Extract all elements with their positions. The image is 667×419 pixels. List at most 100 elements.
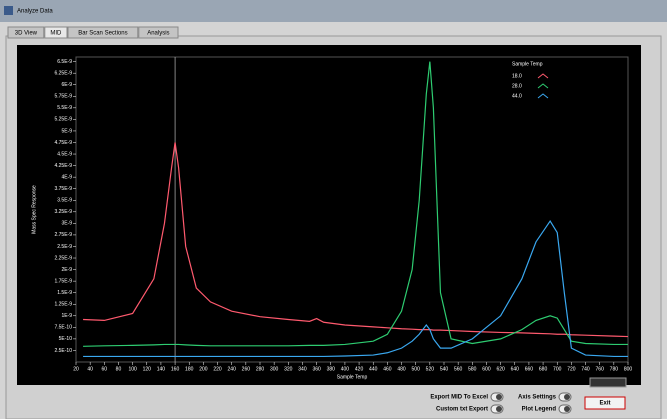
legend-title: Sample Temp (512, 61, 543, 67)
x-tick-label: 100 (128, 366, 137, 372)
tab-label[interactable]: MID (50, 31, 62, 37)
y-tick-label: 3.25E-9 (54, 209, 72, 215)
y-tick-label: 5.5E-9 (57, 105, 72, 111)
x-tick-label: 720 (567, 366, 576, 372)
y-tick-label: 2.75E-9 (54, 232, 72, 238)
x-axis-label: Sample Temp (337, 374, 368, 380)
x-tick-label: 300 (270, 366, 279, 372)
x-tick-label: 400 (341, 366, 350, 372)
window-title: Analyze Data (17, 9, 53, 15)
plot-area (75, 56, 629, 363)
x-tick-label: 660 (525, 366, 534, 372)
toggle-knob[interactable] (564, 394, 570, 400)
app-icon (4, 6, 13, 15)
y-tick-label: 1.5E-9 (57, 290, 72, 296)
x-tick-label: 180 (185, 366, 194, 372)
x-tick-label: 360 (312, 366, 321, 372)
x-tick-label: 380 (327, 366, 336, 372)
exit-button[interactable] (584, 396, 626, 410)
x-tick-label: 460 (383, 366, 392, 372)
x-tick-label: 160 (171, 366, 180, 372)
y-tick-label: 4E-9 (61, 174, 72, 180)
x-tick-label: 520 (426, 366, 435, 372)
y-tick-label: 6.25E-9 (54, 71, 72, 77)
y-tick-label: 6.5E-9 (57, 59, 72, 65)
legend-label: 18.0 (512, 73, 522, 79)
y-axis-label: Mass Spec Response (31, 185, 37, 234)
button-label[interactable]: Plot Legend (522, 407, 557, 413)
x-tick-label: 420 (355, 366, 364, 372)
x-tick-label: 480 (397, 366, 406, 372)
x-tick-label: 120 (143, 366, 152, 372)
x-tick-label: 240 (228, 366, 237, 372)
x-tick-label: 680 (539, 366, 548, 372)
tab[interactable] (138, 26, 179, 39)
button-label[interactable]: Custom txt Export (436, 407, 488, 413)
x-tick-label: 320 (284, 366, 293, 372)
legend-swatch (537, 73, 549, 79)
tab[interactable] (7, 26, 45, 39)
y-tick-label: 5E-9 (61, 128, 72, 134)
y-tick-label: 2E-9 (61, 267, 72, 273)
x-tick-label: 60 (102, 366, 108, 372)
y-tick-label: 3.75E-9 (54, 186, 72, 192)
x-tick-label: 80 (116, 366, 122, 372)
x-tick-label: 620 (496, 366, 505, 372)
y-tick-label: 4.25E-9 (54, 163, 72, 169)
graph-palette[interactable] (589, 377, 627, 388)
button-label[interactable]: Export MID To Excel (430, 395, 488, 401)
y-tick-label: 2.5E-9 (57, 244, 72, 250)
x-tick-label: 20 (73, 366, 79, 372)
legend-label: 28.0 (512, 83, 522, 89)
y-tick-label: 4.5E-9 (57, 151, 72, 157)
y-tick-label: 1.75E-9 (54, 278, 72, 284)
toggle-knob[interactable] (496, 394, 502, 400)
x-tick-label: 280 (256, 366, 265, 372)
legend-label: 44.0 (512, 93, 522, 99)
tab-label[interactable]: Analysis (147, 31, 169, 37)
toggle-knob[interactable] (564, 406, 570, 412)
y-tick-label: 2.25E-9 (54, 255, 72, 261)
series-line (83, 142, 629, 338)
y-tick-label: 5.75E-9 (54, 94, 72, 100)
legend-swatch (537, 93, 549, 99)
tab-label[interactable]: Bar Scan Sections (78, 31, 127, 37)
x-tick-label: 800 (624, 366, 633, 372)
y-tick-label: 3.5E-9 (57, 198, 72, 204)
legend-swatch (537, 83, 549, 89)
x-tick-label: 260 (242, 366, 251, 372)
exit-label[interactable]: Exit (599, 401, 610, 407)
x-tick-label: 700 (553, 366, 562, 372)
tab-label[interactable]: 3D View (15, 31, 38, 37)
x-tick-label: 740 (581, 366, 590, 372)
series-line (83, 219, 628, 358)
y-tick-label: 7.5E-10 (54, 325, 72, 331)
x-tick-label: 580 (468, 366, 477, 372)
x-tick-label: 440 (369, 366, 378, 372)
x-tick-label: 140 (157, 366, 166, 372)
y-tick-label: 1.25E-9 (54, 302, 72, 308)
x-tick-label: 40 (87, 366, 93, 372)
x-tick-label: 560 (454, 366, 463, 372)
y-tick-label: 6E-9 (61, 82, 72, 88)
x-tick-label: 640 (511, 366, 520, 372)
y-tick-label: 2.5E-10 (54, 348, 72, 354)
toggle-knob[interactable] (496, 406, 502, 412)
x-tick-label: 220 (213, 366, 222, 372)
tab[interactable] (67, 26, 139, 39)
x-tick-label: 340 (298, 366, 307, 372)
button-label[interactable]: Axis Settings (518, 395, 557, 401)
tab[interactable] (44, 26, 68, 39)
x-tick-label: 200 (199, 366, 208, 372)
x-tick-label: 500 (412, 366, 421, 372)
series-line (83, 61, 628, 347)
y-tick-label: 5.25E-9 (54, 117, 72, 123)
x-tick-label: 540 (440, 366, 449, 372)
y-tick-label: 1E-9 (61, 313, 72, 319)
x-tick-label: 760 (596, 366, 605, 372)
y-tick-label: 5E-10 (59, 336, 73, 342)
x-tick-label: 600 (482, 366, 491, 372)
title-bar (0, 0, 667, 22)
